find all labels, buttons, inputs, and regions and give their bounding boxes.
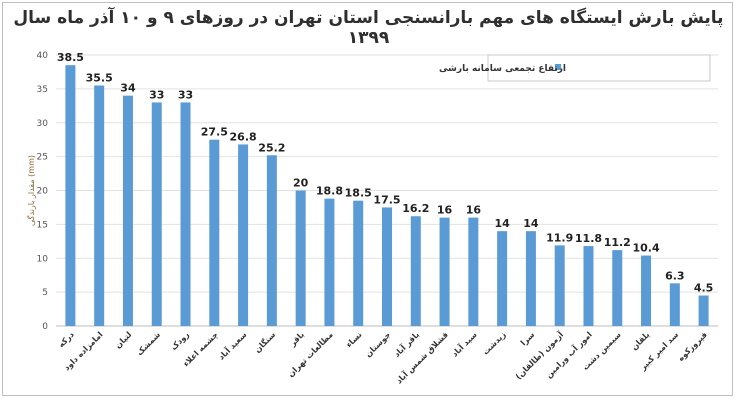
data-label: 26.8 xyxy=(230,130,257,143)
y-tick-label: 10 xyxy=(37,254,49,264)
x-tick-label: سید آباد xyxy=(449,329,478,358)
data-label: 14 xyxy=(494,217,510,230)
x-tick-label: لتیان xyxy=(113,330,133,350)
bar xyxy=(180,102,191,326)
data-label: 20 xyxy=(293,177,309,190)
x-tick-label: سنگان xyxy=(252,329,277,354)
data-label: 38.5 xyxy=(57,51,84,64)
legend-label: ارتفاع تجمعی سامانه بارشی xyxy=(439,64,566,74)
bar xyxy=(209,139,220,326)
y-tick-label: 40 xyxy=(37,51,49,61)
bar xyxy=(669,283,680,326)
x-tick-label: زیدشت xyxy=(481,330,508,357)
x-tick-label: سرا xyxy=(519,330,536,347)
data-label: 14 xyxy=(523,217,539,230)
data-label: 33 xyxy=(178,88,193,101)
x-tick-label: درکه xyxy=(57,330,76,349)
data-label: 33 xyxy=(149,88,164,101)
bar xyxy=(497,231,508,326)
bar xyxy=(151,102,162,326)
data-label: 16.2 xyxy=(402,202,429,215)
data-label: 6.3 xyxy=(665,269,685,282)
data-label: 11.8 xyxy=(575,232,602,245)
y-tick-label: 5 xyxy=(42,288,48,298)
data-label: 10.4 xyxy=(632,242,659,255)
y-tick-label: 0 xyxy=(42,322,48,332)
x-tick-label: رودک xyxy=(169,330,191,352)
data-label: 4.5 xyxy=(694,282,714,295)
x-tick-label: جوستان xyxy=(364,330,393,359)
x-tick-label: باقر xyxy=(288,330,307,349)
chart-title: پایش بارش ایستگاه های مهم بارانسنجی استا… xyxy=(13,8,724,48)
data-label: 18.5 xyxy=(345,187,372,200)
x-tick-label: نساء xyxy=(344,330,363,349)
x-tick-label: آزمون (طالقان) xyxy=(513,329,565,381)
data-labels: 38.535.5 34 33 33 27.5 26.825.2 20 18.8 18.517.5… xyxy=(57,51,714,294)
bar xyxy=(122,95,133,327)
y-tick-label: 35 xyxy=(37,85,48,95)
bar xyxy=(439,217,450,326)
legend: ارتفاع تجمعی سامانه بارشی xyxy=(439,54,711,82)
bar xyxy=(612,250,623,326)
data-label: 11.2 xyxy=(604,236,631,249)
bar xyxy=(238,144,249,326)
y-tick-label: 30 xyxy=(37,119,49,129)
bar xyxy=(94,85,105,326)
bar xyxy=(382,207,392,326)
bars xyxy=(65,65,709,327)
bar xyxy=(641,255,652,326)
y-axis: 0 5 10 15 20 25 30 35 40 xyxy=(37,51,49,332)
data-label: 27.5 xyxy=(201,126,228,139)
bar xyxy=(554,245,565,326)
x-tick-label: سعید آباد xyxy=(216,329,249,362)
data-label: 18.8 xyxy=(316,185,343,198)
data-label: 17.5 xyxy=(373,193,400,206)
bar xyxy=(410,216,421,326)
data-label: 11.9 xyxy=(546,231,573,244)
data-label: 34 xyxy=(120,82,136,95)
bar xyxy=(65,65,76,326)
data-label: 25.2 xyxy=(258,141,285,154)
legend-swatch xyxy=(555,64,561,70)
y-tick-label: 15 xyxy=(37,220,48,230)
data-label: 35.5 xyxy=(86,71,113,84)
bar xyxy=(353,200,364,326)
data-label: 16 xyxy=(437,204,453,217)
bar xyxy=(698,295,709,326)
y-tick-label: 25 xyxy=(37,153,48,163)
x-tick-label: قشلاق شمس آباد xyxy=(394,329,451,386)
y-axis-label: مقدار بارندگی (mm) xyxy=(26,155,36,226)
bar xyxy=(525,231,536,326)
bar xyxy=(324,198,335,326)
bar xyxy=(468,217,479,326)
x-tick-label: شمشک xyxy=(135,330,162,357)
bar xyxy=(266,155,277,326)
legend-box xyxy=(487,54,711,82)
x-tick-label: یلقان xyxy=(630,330,652,352)
data-label: 16 xyxy=(466,204,482,217)
x-tick-label: فیروزکوه xyxy=(676,330,709,363)
x-tick-label: باقر آباد xyxy=(392,329,422,359)
bar xyxy=(583,246,594,326)
y-tick-label: 20 xyxy=(37,187,49,197)
bar xyxy=(295,190,306,326)
chart-frame xyxy=(2,2,733,396)
